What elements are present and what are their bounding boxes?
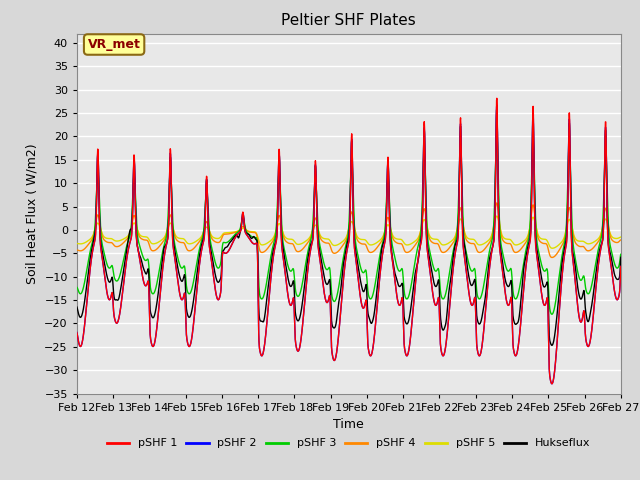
Text: VR_met: VR_met	[88, 38, 141, 51]
Y-axis label: Soil Heat Flux ( W/m2): Soil Heat Flux ( W/m2)	[26, 144, 38, 284]
Title: Peltier SHF Plates: Peltier SHF Plates	[282, 13, 416, 28]
X-axis label: Time: Time	[333, 418, 364, 431]
Legend: pSHF 1, pSHF 2, pSHF 3, pSHF 4, pSHF 5, Hukseflux: pSHF 1, pSHF 2, pSHF 3, pSHF 4, pSHF 5, …	[102, 434, 595, 453]
